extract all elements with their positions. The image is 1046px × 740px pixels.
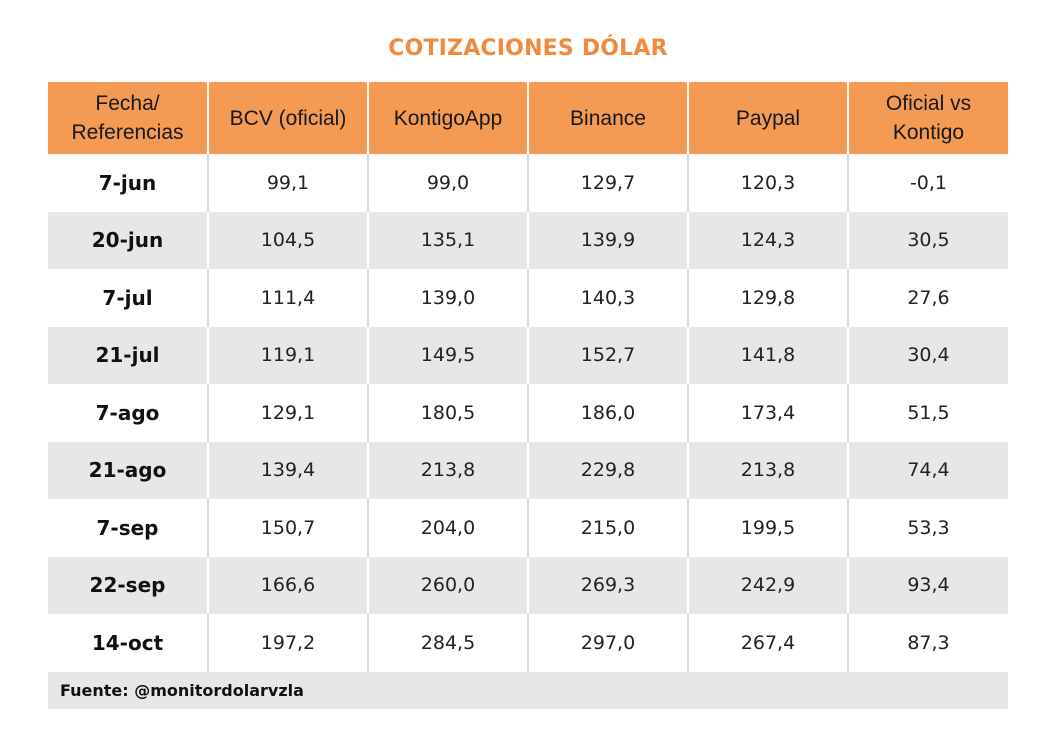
header-label: Fecha/ bbox=[95, 92, 160, 115]
date-cell: 7-jun bbox=[48, 154, 208, 212]
binance-cell: 215,0 bbox=[527, 499, 688, 557]
diff-cell: 51,5 bbox=[847, 384, 1008, 442]
header-label: KontigoApp bbox=[393, 106, 503, 130]
bcv-cell: 99,1 bbox=[207, 154, 368, 212]
bcv-cell: 104,5 bbox=[207, 211, 368, 269]
date-cell: 21-ago bbox=[48, 441, 208, 499]
header-label: Kontigo bbox=[892, 121, 965, 144]
kontigoapp-cell: 284,5 bbox=[367, 614, 528, 672]
paypal-cell: 213,8 bbox=[687, 441, 848, 499]
header-label: Binance bbox=[570, 106, 646, 130]
table-row: 7-jun 99,1 99,0 129,7 120,3 -0,1 bbox=[48, 154, 1008, 212]
header-fecha: Fecha/ Referencias bbox=[48, 82, 208, 154]
date-cell: 22-sep bbox=[48, 556, 208, 614]
binance-cell: 297,0 bbox=[527, 614, 688, 672]
date-cell: 20-jun bbox=[48, 211, 208, 269]
page-title: COTIZACIONES DÓLAR bbox=[388, 36, 668, 61]
date-cell: 7-ago bbox=[48, 384, 208, 442]
kontigoapp-cell: 213,8 bbox=[367, 441, 528, 499]
table-body: 7-jun 99,1 99,0 129,7 120,3 -0,1 20-jun … bbox=[48, 154, 1008, 672]
table-row: 20-jun 104,5 135,1 139,9 124,3 30,5 bbox=[48, 211, 1008, 269]
kontigoapp-cell: 139,0 bbox=[367, 269, 528, 327]
header-kontigoapp: KontigoApp bbox=[367, 82, 528, 154]
bcv-cell: 129,1 bbox=[207, 384, 368, 442]
paypal-cell: 267,4 bbox=[687, 614, 848, 672]
binance-cell: 186,0 bbox=[527, 384, 688, 442]
source-note: Fuente: @monitordolarvzla bbox=[48, 672, 1008, 709]
binance-cell: 152,7 bbox=[527, 326, 688, 384]
diff-cell: 74,4 bbox=[847, 441, 1008, 499]
diff-cell: -0,1 bbox=[847, 154, 1008, 212]
diff-cell: 87,3 bbox=[847, 614, 1008, 672]
table-row: 22-sep 166,6 260,0 269,3 242,9 93,4 bbox=[48, 556, 1008, 614]
binance-cell: 129,7 bbox=[527, 154, 688, 212]
date-cell: 21-jul bbox=[48, 326, 208, 384]
header-label: Referencias bbox=[71, 121, 184, 144]
bcv-cell: 150,7 bbox=[207, 499, 368, 557]
bcv-cell: 166,6 bbox=[207, 556, 368, 614]
paypal-cell: 120,3 bbox=[687, 154, 848, 212]
paypal-cell: 199,5 bbox=[687, 499, 848, 557]
header-binance: Binance bbox=[527, 82, 688, 154]
paypal-cell: 141,8 bbox=[687, 326, 848, 384]
date-cell: 7-jul bbox=[48, 269, 208, 327]
paypal-cell: 173,4 bbox=[687, 384, 848, 442]
table-row: 7-jul 111,4 139,0 140,3 129,8 27,6 bbox=[48, 269, 1008, 327]
kontigoapp-cell: 99,0 bbox=[367, 154, 528, 212]
diff-cell: 27,6 bbox=[847, 269, 1008, 327]
header-label: Paypal bbox=[735, 106, 801, 130]
date-cell: 7-sep bbox=[48, 499, 208, 557]
header-oficial-vs-kontigo: Oficial vs Kontigo bbox=[847, 82, 1008, 154]
header-paypal: Paypal bbox=[687, 82, 848, 154]
table-row: 7-ago 129,1 180,5 186,0 173,4 51,5 bbox=[48, 384, 1008, 442]
kontigoapp-cell: 204,0 bbox=[367, 499, 528, 557]
kontigoapp-cell: 149,5 bbox=[367, 326, 528, 384]
kontigoapp-cell: 135,1 bbox=[367, 211, 528, 269]
bcv-cell: 197,2 bbox=[207, 614, 368, 672]
diff-cell: 53,3 bbox=[847, 499, 1008, 557]
paypal-cell: 129,8 bbox=[687, 269, 848, 327]
diff-cell: 30,4 bbox=[847, 326, 1008, 384]
table-header-row: Fecha/ Referencias BCV (oficial) Kontigo… bbox=[48, 82, 1008, 154]
bcv-cell: 139,4 bbox=[207, 441, 368, 499]
bcv-cell: 119,1 bbox=[207, 326, 368, 384]
binance-cell: 269,3 bbox=[527, 556, 688, 614]
binance-cell: 139,9 bbox=[527, 211, 688, 269]
table-row: 21-jul 119,1 149,5 152,7 141,8 30,4 bbox=[48, 326, 1008, 384]
table-row: 7-sep 150,7 204,0 215,0 199,5 53,3 bbox=[48, 499, 1008, 557]
date-cell: 14-oct bbox=[48, 614, 208, 672]
binance-cell: 229,8 bbox=[527, 441, 688, 499]
kontigoapp-cell: 260,0 bbox=[367, 556, 528, 614]
binance-cell: 140,3 bbox=[527, 269, 688, 327]
kontigoapp-cell: 180,5 bbox=[367, 384, 528, 442]
table-row: 21-ago 139,4 213,8 229,8 213,8 74,4 bbox=[48, 441, 1008, 499]
header-label: Oficial vs bbox=[885, 92, 972, 115]
header-bcv: BCV (oficial) bbox=[207, 82, 368, 154]
diff-cell: 93,4 bbox=[847, 556, 1008, 614]
paypal-cell: 242,9 bbox=[687, 556, 848, 614]
bcv-cell: 111,4 bbox=[207, 269, 368, 327]
table-row: 14-oct 197,2 284,5 297,0 267,4 87,3 bbox=[48, 614, 1008, 672]
paypal-cell: 124,3 bbox=[687, 211, 848, 269]
diff-cell: 30,5 bbox=[847, 211, 1008, 269]
quotes-table: Fecha/ Referencias BCV (oficial) Kontigo… bbox=[48, 82, 1008, 672]
header-label: BCV (oficial) bbox=[229, 106, 347, 130]
